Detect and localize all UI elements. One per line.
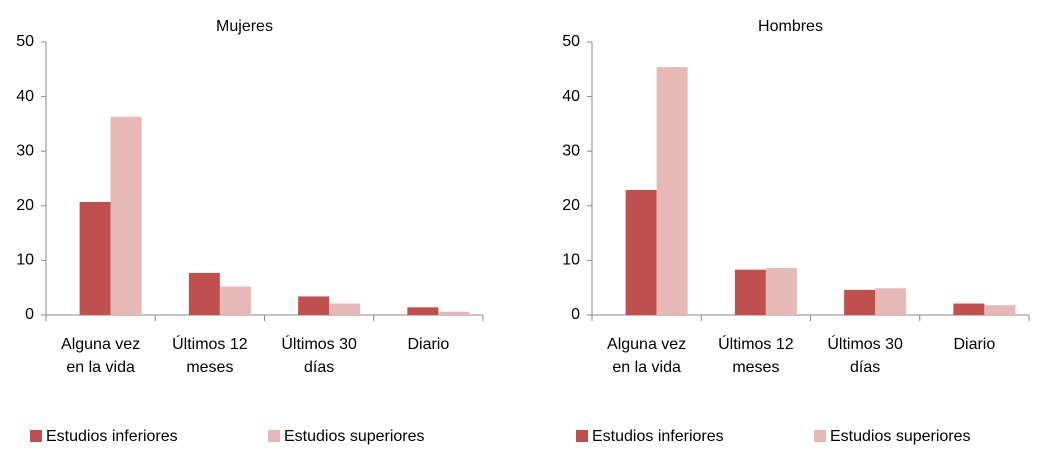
x-tick-label: Últimos 12 meses [718,334,794,376]
x-tick-label: Alguna vez en la vida [607,336,686,376]
bar [844,289,876,315]
y-tick-label: 10 [16,252,34,269]
y-tick-label: 30 [16,142,34,159]
y-tick-label: 0 [571,306,580,323]
legend-label: Estudios inferiores [592,428,724,445]
bar [656,67,688,315]
x-tick-label: Diario [953,336,995,353]
legend-label: Estudios superiores [830,428,971,445]
legend-swatch [814,430,826,442]
y-tick-label: 0 [25,306,34,323]
bar [298,296,330,315]
y-tick-label: 10 [562,252,580,269]
bar [407,307,439,315]
y-tick-label: 30 [562,142,580,159]
bar [953,303,985,315]
y-tick-label: 40 [562,88,580,105]
chart-title: Hombres [758,18,823,35]
bar [329,303,361,315]
bar [625,189,657,315]
y-tick-label: 40 [16,88,34,105]
bar [110,116,142,315]
chart-title: Mujeres [216,18,273,35]
bar [188,272,220,315]
y-tick-label: 20 [16,197,34,214]
bar [984,305,1016,315]
x-tick-label: Últimos 30 días [281,334,357,376]
bar [734,269,766,315]
x-tick-label: Diario [407,336,449,353]
legend-swatch [268,430,280,442]
x-tick-label: Alguna vez en la vida [61,336,140,376]
legend-label: Estudios superiores [284,428,425,445]
bar [219,286,251,315]
legend-swatch [576,430,588,442]
bar [875,288,907,315]
bar [438,311,470,315]
y-tick-label: 50 [16,33,34,50]
y-tick-label: 20 [562,197,580,214]
x-tick-label: Últimos 12 meses [172,334,248,376]
x-tick-label: Últimos 30 días [827,334,903,376]
bar [765,268,797,315]
y-tick-label: 50 [562,33,580,50]
legend-label: Estudios inferiores [46,428,178,445]
bar [79,201,111,315]
legend-swatch [30,430,42,442]
